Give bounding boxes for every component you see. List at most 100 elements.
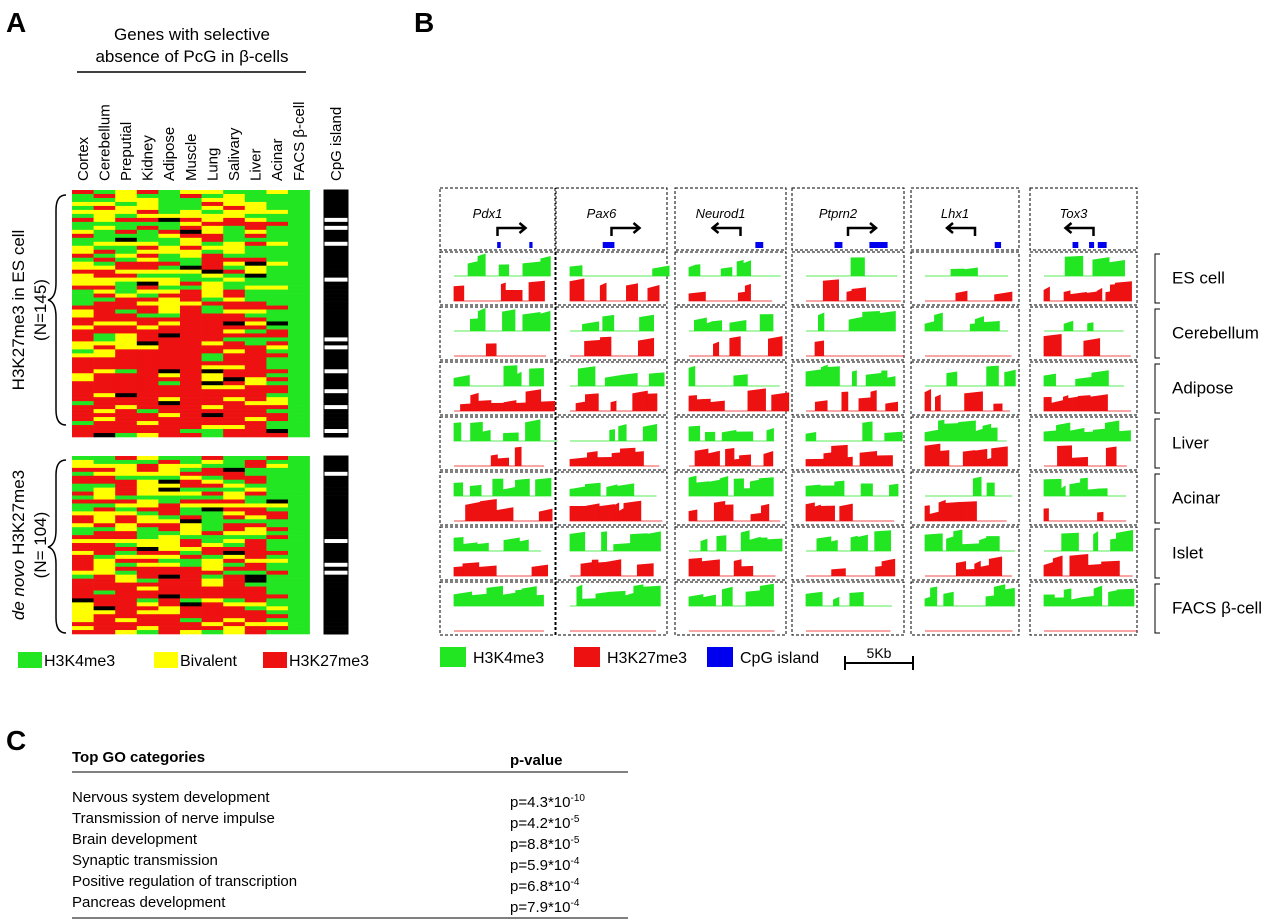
p-base: p=4.3*10 [510, 794, 570, 811]
heatmap-cell [158, 393, 181, 398]
heatmap-cell [72, 562, 94, 568]
heatmap-cell [115, 586, 138, 591]
heatmap-cell [288, 590, 310, 595]
heatmap-cell [93, 349, 116, 354]
heatmap-cell [180, 245, 202, 251]
heatmap-cell [136, 456, 159, 461]
heatmap-cell [72, 341, 94, 346]
heatmap-cell [244, 463, 267, 469]
heatmap-cell [72, 317, 94, 322]
heatmap-cell [93, 594, 116, 599]
legend-swatch [18, 652, 42, 668]
heatmap-cell [115, 413, 138, 418]
heatmap-cell [288, 345, 310, 350]
heatmap-cell [266, 297, 289, 302]
heatmap-cell [244, 495, 267, 500]
heatmap-cell [266, 193, 289, 199]
column-label: Liver [248, 148, 265, 181]
heatmap-cell [158, 471, 181, 477]
heatmap-cell [288, 614, 310, 619]
heatmap-cell [136, 570, 159, 575]
heatmap-cell [288, 337, 310, 342]
cpg-cell [324, 293, 348, 298]
heatmap-cell [266, 594, 289, 599]
heatmap-cell [158, 562, 181, 568]
heatmap-cell [223, 630, 246, 635]
heatmap-cell [72, 289, 94, 294]
gene-arrow [945, 222, 977, 236]
heatmap-cell [136, 566, 159, 572]
heatmap-cell [223, 273, 246, 278]
heatmap-cell [72, 241, 94, 247]
heatmap-cell [136, 531, 159, 536]
heatmap-cell [244, 429, 267, 434]
group-label: H3K27me3 in ES cell [9, 230, 28, 391]
heatmap-cell [72, 539, 94, 544]
heatmap-cell [223, 586, 246, 591]
heatmap-cell [136, 325, 159, 330]
cpg-cell [324, 317, 348, 322]
heatmap-cell [288, 221, 310, 227]
heatmap-cell [266, 471, 289, 477]
column-label: Kidney [140, 135, 157, 181]
track-signal [805, 364, 896, 387]
heatmap-cell [93, 602, 116, 607]
heatmap-cell [72, 566, 94, 572]
heatmap-cell [72, 393, 94, 398]
heatmap-cell [158, 467, 181, 473]
panel-label: A [6, 7, 26, 38]
heatmap-cell [72, 459, 94, 465]
gene-box [791, 187, 905, 251]
heatmap-cell [115, 558, 138, 564]
heatmap-cell [244, 313, 267, 318]
heatmap-cell [244, 539, 267, 544]
heatmap-cell [266, 606, 289, 611]
heatmap-cell [115, 409, 138, 414]
cpg-cell [324, 487, 348, 492]
heatmap-cell [288, 205, 310, 211]
heatmap-cell [93, 257, 116, 263]
heatmap-cell [288, 610, 310, 615]
heatmap-cell [266, 456, 289, 461]
heatmap-cell [244, 305, 267, 310]
heatmap-cell [136, 618, 159, 623]
heatmap-cell [288, 213, 310, 219]
heatmap-cell [180, 523, 202, 528]
heatmap-cell [201, 574, 224, 579]
cpg-cell [324, 281, 348, 286]
track-box [555, 361, 668, 416]
heatmap-cell [288, 305, 310, 310]
heatmap-cell [93, 566, 116, 572]
track-signal [805, 480, 899, 497]
cpg-cell [324, 233, 348, 239]
heatmap-cell [136, 373, 159, 378]
heatmap-cell [115, 417, 138, 422]
heatmap-cell [288, 401, 310, 406]
go-category: Nervous system development [72, 789, 270, 806]
heatmap-cell [115, 197, 138, 203]
heatmap-cell [223, 622, 246, 627]
cpg-cell [324, 337, 348, 342]
heatmap-cell [115, 614, 138, 619]
heatmap-cell [93, 539, 116, 544]
heatmap-cell [288, 622, 310, 627]
heatmap-cell [288, 289, 310, 294]
heatmap-cell [115, 463, 138, 469]
heatmap-cell [288, 201, 310, 207]
heatmap-cell [136, 361, 159, 366]
heatmap-cell [266, 233, 289, 239]
heatmap-cell [72, 213, 94, 219]
heatmap-cell [180, 361, 202, 366]
heatmap-cell [223, 345, 246, 350]
heatmap-cell [72, 618, 94, 623]
track-box [555, 416, 668, 471]
column-label: Preputial [118, 122, 135, 181]
heatmap-cell [244, 550, 267, 556]
heatmap-cell [201, 233, 224, 239]
legend-swatch [440, 647, 466, 667]
heatmap-cell [115, 626, 138, 631]
heatmap-cell [72, 313, 94, 318]
track-signal [1043, 370, 1124, 387]
heatmap-cell [223, 237, 246, 243]
heatmap-cell [223, 265, 246, 270]
